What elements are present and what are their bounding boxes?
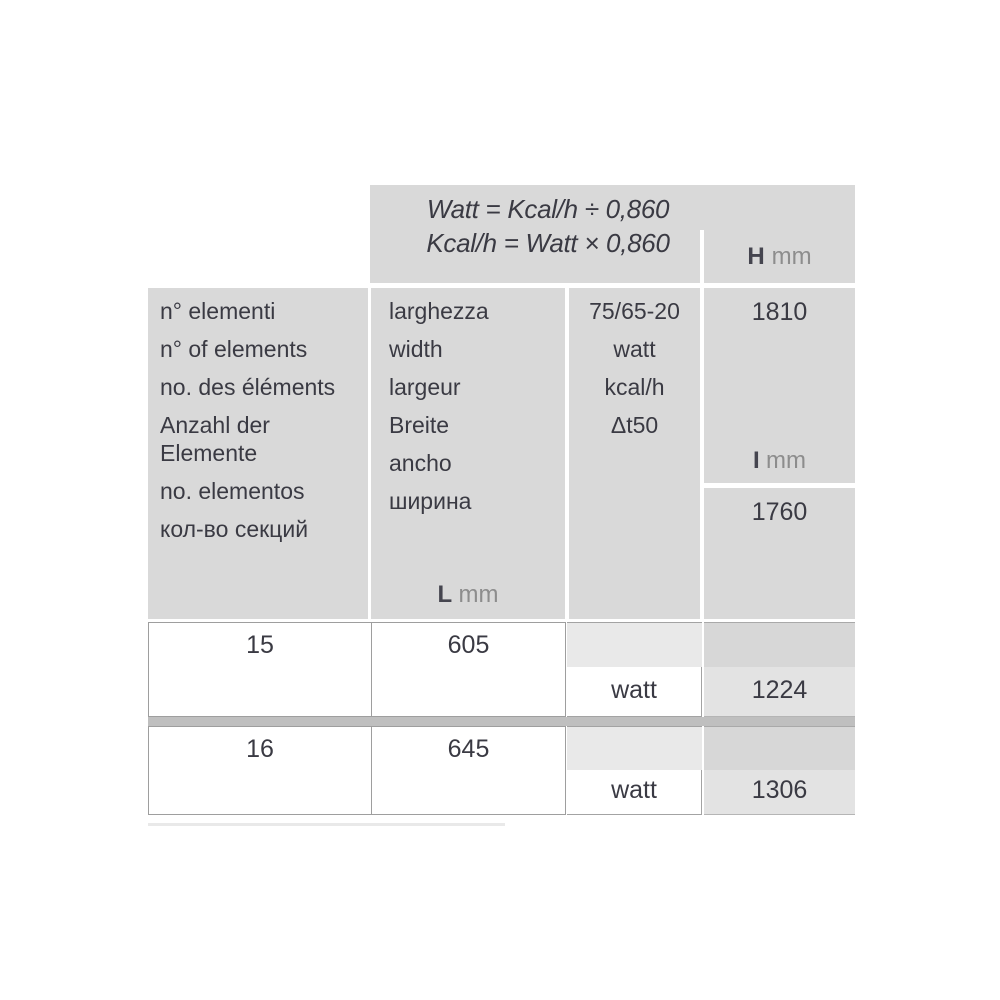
row1-length-cell: 605 (371, 622, 566, 717)
row2-elements-cell: 16 (148, 726, 371, 815)
i-value: 1760 (751, 498, 808, 526)
header-line: Elemente (160, 440, 258, 466)
formula-panel: Watt = Kcal/h ÷ 0,860 Kcal/h = Watt × 0,… (370, 185, 855, 283)
col-header-power: 75/65-20 watt kcal/h Δt50 (569, 288, 700, 619)
l-mm-header: L mm (371, 581, 565, 609)
h-value: 1810 (751, 298, 808, 326)
h-mm-header: H mm (704, 230, 855, 283)
col-header-width: larghezza width largeur Breite ancho шир… (371, 288, 565, 619)
row1-watt-label: watt (567, 667, 702, 717)
header-line: no. elementos (160, 478, 305, 504)
header-line: ширина (389, 488, 472, 514)
header-line: larghezza (389, 298, 489, 324)
header-line: Breite (389, 412, 450, 438)
h-dimension-cell: 1810 I mm (704, 288, 855, 483)
header-line: watt (613, 336, 656, 362)
header-line: кол-во секций (160, 516, 309, 542)
header-line: ancho (389, 450, 452, 476)
i-mm-header: I mm (704, 447, 855, 475)
i-unit: mm (766, 447, 807, 474)
row2-length-cell: 645 (371, 726, 566, 815)
i-dimension-cell: 1760 (704, 488, 855, 619)
header-line: Δt50 (610, 412, 659, 438)
row2-power-spacer (567, 726, 702, 770)
h-unit: mm (771, 242, 812, 270)
row1-elements-cell: 15 (148, 622, 371, 717)
header-line: Anzahl der (160, 412, 270, 438)
row1-watt-value: 1224 (704, 667, 855, 717)
row1-value-spacer (704, 622, 855, 667)
col-header-dimensions: 1810 I mm 1760 (704, 288, 855, 619)
conversion-formulas: Watt = Kcal/h ÷ 0,860 Kcal/h = Watt × 0,… (388, 192, 708, 260)
header-line: 75/65-20 (589, 298, 680, 324)
formula-line-kcal: Kcal/h = Watt × 0,860 (426, 228, 670, 258)
row1-power-spacer (567, 622, 702, 667)
header-line: n° elementi (160, 298, 276, 324)
row2-value-spacer (704, 726, 855, 770)
table-bottom-line (148, 823, 505, 826)
row-separator (148, 717, 855, 726)
header-line: n° of elements (160, 336, 308, 362)
header-line: width (389, 336, 443, 362)
row2-watt-value: 1306 (704, 770, 855, 815)
h-label: H (747, 242, 765, 270)
row2-watt-label: watt (567, 770, 702, 815)
col-header-elements: n° elementi n° of elements no. des éléme… (148, 288, 368, 619)
l-unit: mm (458, 581, 499, 608)
formula-line-watt: Watt = Kcal/h ÷ 0,860 (426, 194, 670, 224)
header-line: largeur (389, 374, 461, 400)
header-line: kcal/h (604, 374, 665, 400)
column-divider (700, 230, 704, 283)
header-line: no. des éléments (160, 374, 336, 400)
l-label: L (437, 581, 453, 608)
i-label: I (752, 447, 760, 474)
row-divider (704, 483, 855, 488)
